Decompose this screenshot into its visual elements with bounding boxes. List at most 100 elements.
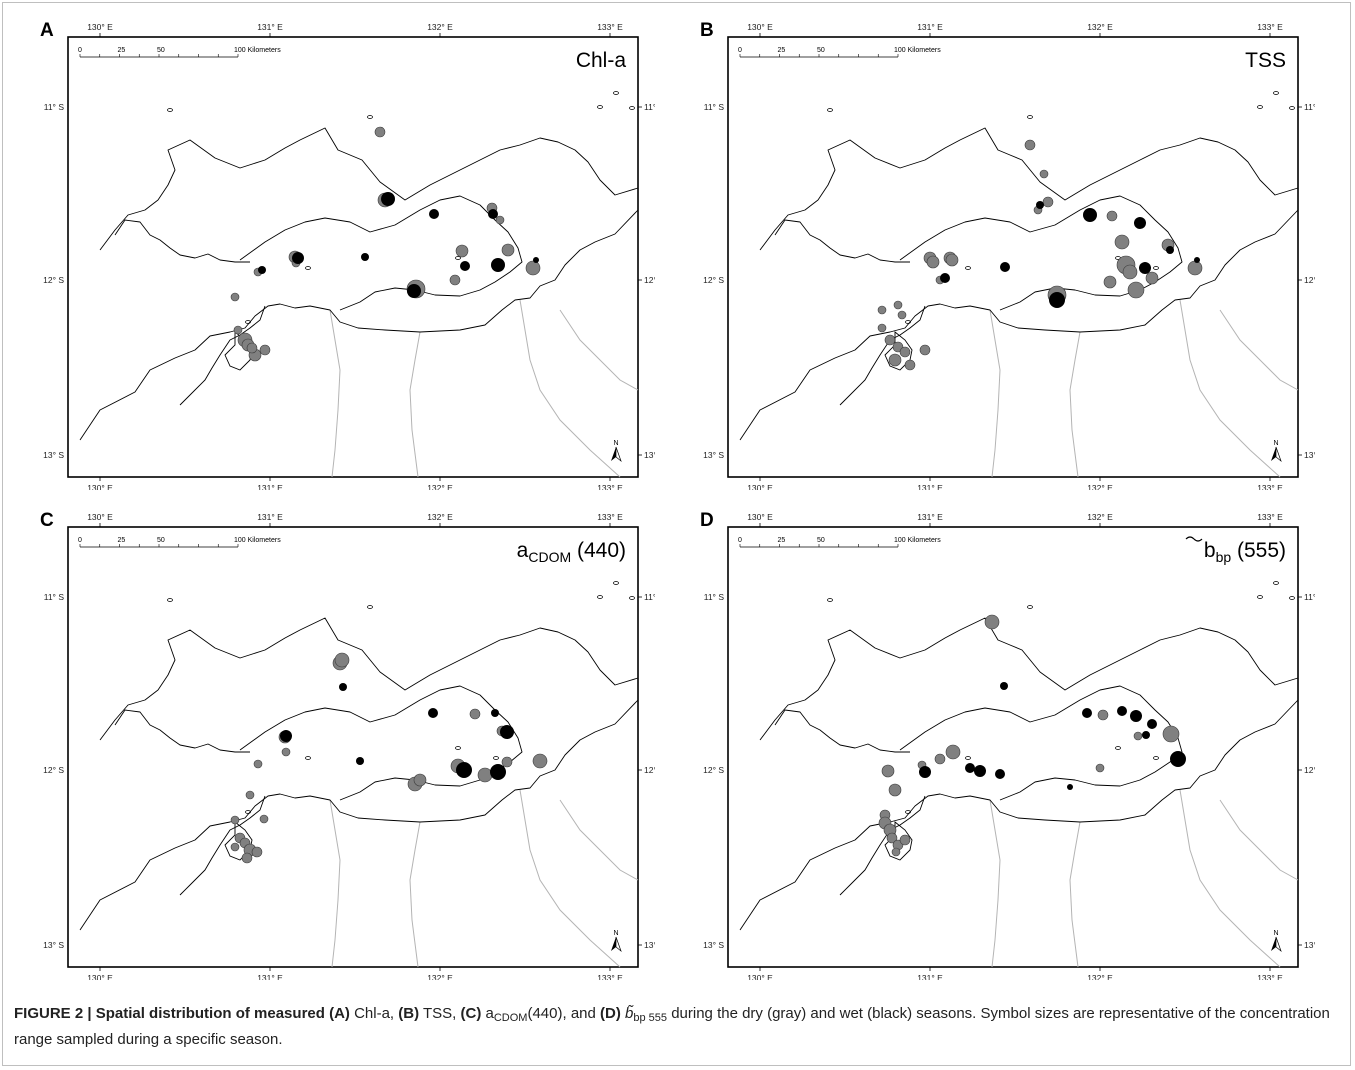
tilde-mark [1185,536,1203,542]
lon-tick-label-bottom: 133° E [1257,973,1283,980]
lon-tick-label-bottom: 131° E [917,483,943,490]
map-panel-d: D 130° E 130° E 131° E 131° E 132° E 132° E 133… [700,510,1315,980]
figure-caption: FIGURE 2 | Spatial distribution of measu… [14,1003,1339,1051]
island [629,596,635,600]
map-panel-b: B 130° E 130° E 131° E 131° E 132° E 132° E 133… [700,20,1315,490]
island [1273,91,1279,95]
land-boundary-line [409,331,421,478]
station-wet-season [381,192,395,206]
station-wet-season [429,209,439,219]
panel-parameter-label: Chl-a [576,49,627,72]
north-arrow-icon [1271,447,1276,461]
coastline [899,685,1183,801]
station-wet-season [1194,257,1200,263]
scale-bar-label: 100 Kilometers [894,537,941,544]
map-frame [67,526,639,968]
caption-text-d-sub: bp 555 [633,1012,668,1024]
scale-bar-label: 0 [738,47,742,54]
island [1273,581,1279,585]
station-wet-season [1117,706,1127,716]
map-frame [67,36,639,478]
lon-tick-label-bottom: 132° E [427,973,453,980]
station-dry-season [1127,281,1145,299]
station-dry-season [877,323,887,333]
station-wet-season [460,261,470,271]
station-dry-season [241,852,253,864]
station-dry-season [1097,709,1109,721]
lon-tick-label-top: 130° E [747,512,773,522]
scale-bar-label: 25 [118,47,126,54]
caption-tag-b: (B) [398,1005,420,1022]
map-panel-c: C 130° E 130° E 131° E 131° E 132° E 132° E 133… [40,510,655,980]
north-arrow-icon [1275,936,1282,953]
station-dry-season [1103,275,1117,289]
island [305,756,311,760]
station-wet-season [533,257,539,263]
station-wet-season [1166,246,1174,254]
land-boundary-line [329,309,341,478]
station-wet-season [1083,208,1097,222]
station-wet-season [1067,784,1073,790]
land-boundary-line [1069,821,1081,968]
station-dry-season [281,747,291,757]
island [905,320,911,324]
lon-tick-label-bottom: 133° E [597,973,623,980]
station-wet-season [1170,751,1186,767]
lon-tick-label-top: 132° E [427,22,453,32]
caption-tag-c: (C) [460,1005,482,1022]
lon-tick-label-top: 131° E [257,512,283,522]
island [1027,605,1033,609]
lat-tick-label-left: 12° S [43,765,64,775]
coastline [884,331,913,371]
north-arrow-label: N [613,440,618,447]
station-dry-season [477,767,493,783]
station-dry-season [891,847,901,857]
station-dry-season [469,708,481,720]
island [1257,105,1263,109]
lon-tick-label-bottom: 132° E [427,483,453,490]
scale-bar-label: 100 Kilometers [234,47,281,54]
scale-bar-label: 0 [78,537,82,544]
island [1153,266,1159,270]
station-dry-season [501,756,513,768]
lon-tick-label-bottom: 133° E [1257,483,1283,490]
north-arrow-icon [1271,937,1276,951]
station-dry-season [877,305,887,315]
island [1153,756,1159,760]
station-wet-season [292,252,304,264]
coastline [739,209,1299,441]
param-subscript: bp [1216,549,1232,565]
coastline [99,127,639,251]
scale-bar-label: 50 [817,537,825,544]
station-wet-season [456,762,472,778]
panel-parameter-label: TSS [1245,49,1286,72]
north-arrow-label: N [1273,930,1278,937]
north-arrow-icon [615,936,622,953]
caption-text-c-pre: a [485,1005,494,1022]
station-wet-season [339,683,347,691]
caption-text-c-sub: CDOM [493,1012,528,1024]
island [905,810,911,814]
lat-tick-label-right: 11° S [1304,592,1315,602]
coastline [99,617,639,741]
lat-tick-label-right: 11° S [1304,102,1315,112]
island [455,746,461,750]
lon-tick-label-top: 133° E [1257,22,1283,32]
station-wet-season [1000,682,1008,690]
station-wet-season [491,258,505,272]
station-dry-season [1114,234,1130,250]
station-wet-season [995,769,1005,779]
station-wet-season [280,730,292,742]
station-dry-season [233,325,243,335]
lon-tick-label-bottom: 133° E [597,483,623,490]
island [827,108,833,112]
lat-tick-label-left: 12° S [703,765,724,775]
scale-bar-label: 25 [778,537,786,544]
station-dry-season [945,744,961,760]
station-wet-season [488,209,498,219]
station-dry-season [374,126,386,138]
scale-bar-label: 50 [817,47,825,54]
station-wet-season [356,757,364,765]
caption-text-b: TSS, [423,1005,457,1022]
coastline [774,709,910,753]
